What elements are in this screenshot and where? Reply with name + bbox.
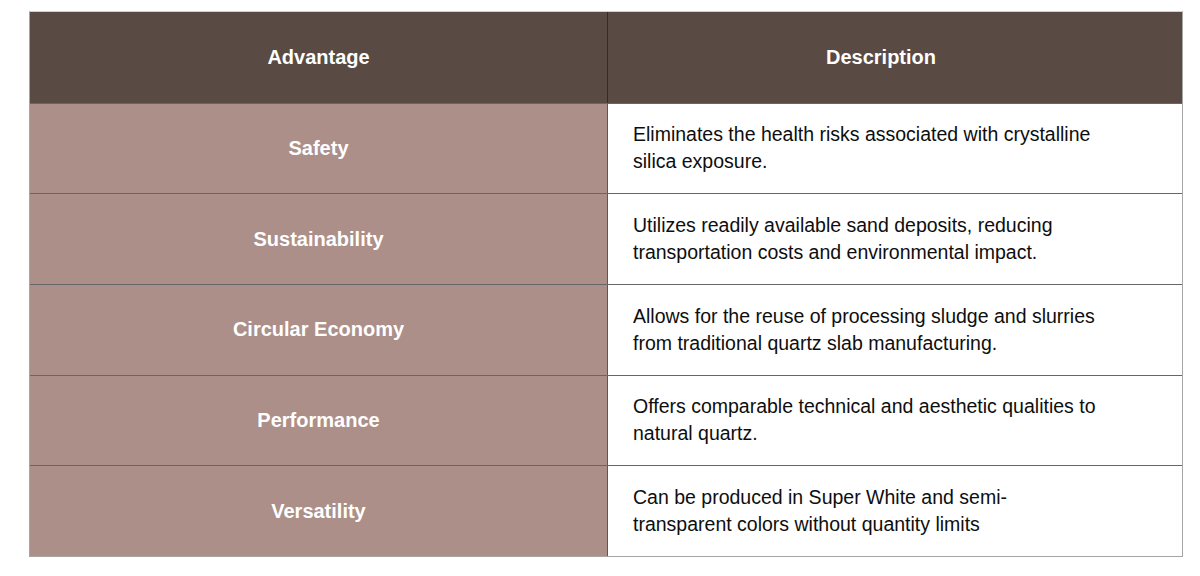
column-header-description: Description [608,12,1182,103]
description-text: Can be produced in Super White and semi-… [633,484,1007,538]
advantages-table: Advantage Description Safety Eliminates … [29,11,1183,557]
advantage-cell: Performance [30,376,608,466]
advantage-cell: Circular Economy [30,285,608,375]
table-header-row: Advantage Description [30,12,1182,103]
description-cell: Eliminates the health risks associated w… [608,104,1182,194]
advantage-label: Performance [257,409,379,432]
table-row-performance: Performance Offers comparable technical … [30,375,1182,466]
advantage-cell: Safety [30,104,608,194]
table-row-versatility: Versatility Can be produced in Super Whi… [30,465,1182,556]
column-header-advantage: Advantage [30,12,608,103]
description-cell: Allows for the reuse of processing sludg… [608,285,1182,375]
description-text: Eliminates the health risks associated w… [633,121,1090,175]
description-cell: Utilizes readily available sand deposits… [608,194,1182,284]
description-cell: Offers comparable technical and aestheti… [608,376,1182,466]
column-header-advantage-label: Advantage [267,46,369,69]
advantage-cell: Versatility [30,466,608,556]
table-row-safety: Safety Eliminates the health risks assoc… [30,103,1182,194]
description-text: Offers comparable technical and aestheti… [633,393,1096,447]
table-row-circular-economy: Circular Economy Allows for the reuse of… [30,284,1182,375]
advantage-label: Circular Economy [233,318,404,341]
advantage-cell: Sustainability [30,194,608,284]
table-row-sustainability: Sustainability Utilizes readily availabl… [30,193,1182,284]
advantage-label: Sustainability [253,228,383,251]
advantage-label: Safety [288,137,348,160]
description-text: Allows for the reuse of processing sludg… [633,303,1095,357]
description-text: Utilizes readily available sand deposits… [633,212,1052,266]
advantage-label: Versatility [271,500,366,523]
description-cell: Can be produced in Super White and semi-… [608,466,1182,556]
column-header-description-label: Description [826,44,936,71]
